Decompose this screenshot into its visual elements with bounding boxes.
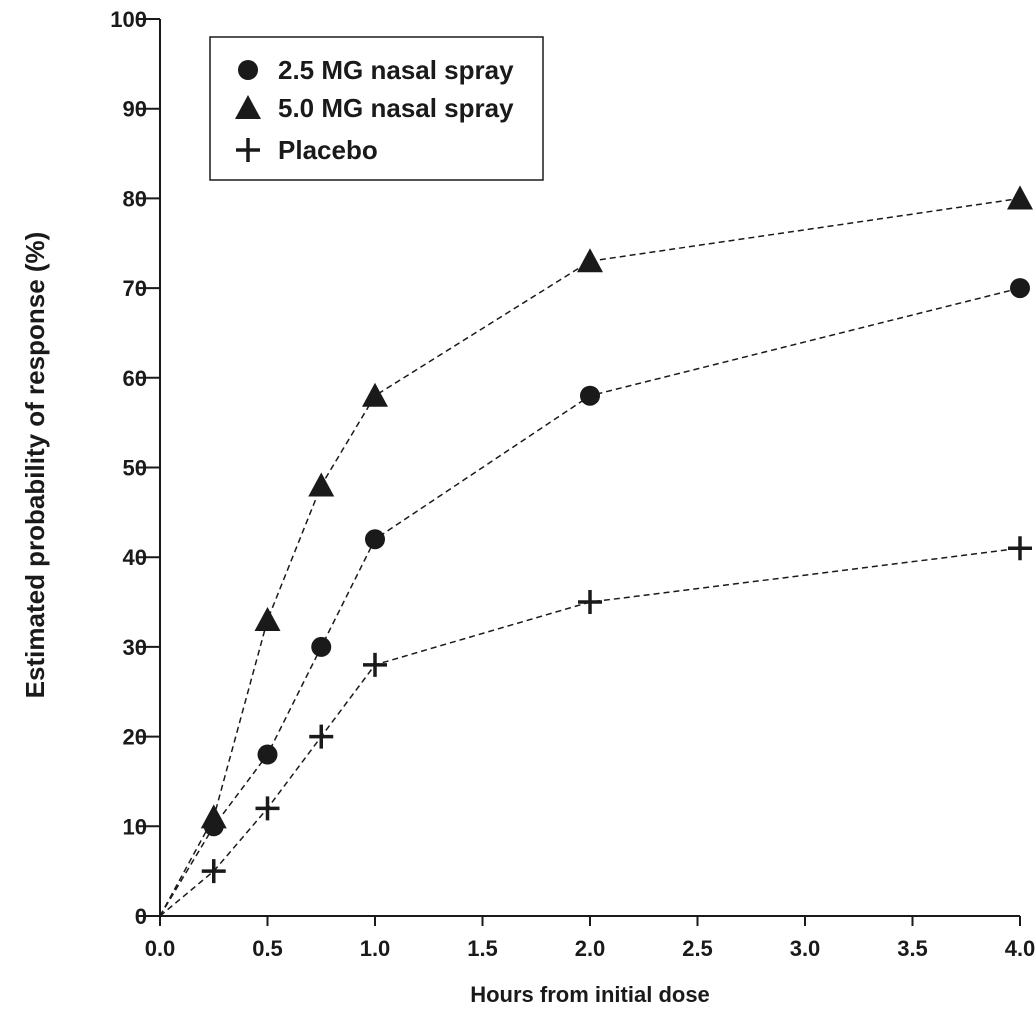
series-plus	[159, 536, 1032, 917]
y-tick-label: 50	[123, 456, 147, 481]
series-triangle	[159, 185, 1033, 917]
legend-label: Placebo	[278, 135, 378, 165]
y-tick-label: 70	[123, 276, 147, 301]
data-point-circle	[1010, 278, 1030, 299]
data-point-circle	[311, 636, 332, 657]
legend-label: 2.5 MG nasal spray	[278, 55, 514, 85]
legend-plus-icon	[236, 138, 260, 162]
data-point-triangle	[577, 248, 603, 273]
y-tick-label: 20	[123, 725, 147, 750]
legend-circle-icon	[238, 60, 258, 80]
x-axis-title: Hours from initial dose	[470, 982, 710, 1007]
data-point-plus	[201, 859, 226, 884]
legend: 2.5 MG nasal spray 5.0 MG nasal spray Plac…	[209, 36, 544, 181]
data-point-plus	[578, 590, 602, 615]
x-tick-label: 1.0	[360, 936, 391, 961]
y-tick-label: 10	[123, 814, 147, 839]
data-point-plus	[309, 724, 334, 749]
y-tick-label: 80	[123, 186, 147, 211]
data-point-triangle	[254, 606, 281, 632]
y-tick-label: 0	[135, 904, 147, 929]
data-point-triangle	[200, 804, 227, 829]
data-point-circle	[580, 385, 600, 406]
legend-label: 5.0 MG nasal spray	[278, 93, 514, 123]
y-axis-title: Estimated probability of response (%)	[20, 232, 50, 699]
data-point-circle	[365, 529, 385, 550]
series-circle	[159, 278, 1030, 917]
axes: 0 10 20 30 40 50 60 70 80 90 100 0.0 0.5 1.0 1.5 2.0 2.5…	[110, 7, 1035, 961]
y-tick-label: 40	[123, 545, 147, 570]
series-line	[159, 197, 1021, 917]
x-tick-label: 2.0	[575, 936, 606, 961]
x-tick-label: 3.0	[790, 936, 821, 961]
legend-box	[209, 36, 544, 181]
data-point-plus	[1008, 536, 1032, 561]
x-tick-label: 4.0	[1005, 936, 1036, 961]
data-point-plus	[255, 796, 280, 821]
y-tick-label: 100	[110, 7, 147, 32]
data-point-circle	[257, 744, 278, 765]
x-tick-label: 2.5	[682, 936, 713, 961]
x-tick-label: 3.5	[897, 936, 928, 961]
y-tick-label: 60	[123, 366, 147, 391]
x-tick-label: 0.0	[145, 936, 176, 961]
y-tick-label: 30	[123, 635, 147, 660]
data-point-triangle	[308, 472, 335, 497]
x-tick-label: 1.5	[467, 936, 498, 961]
x-tick-label: 0.5	[252, 936, 283, 961]
legend-triangle-icon	[235, 95, 261, 120]
data-point-plus	[363, 652, 387, 677]
data-point-triangle	[362, 382, 388, 407]
series-layer	[159, 185, 1033, 917]
data-point-triangle	[1007, 185, 1033, 210]
y-tick-label: 90	[123, 97, 147, 122]
